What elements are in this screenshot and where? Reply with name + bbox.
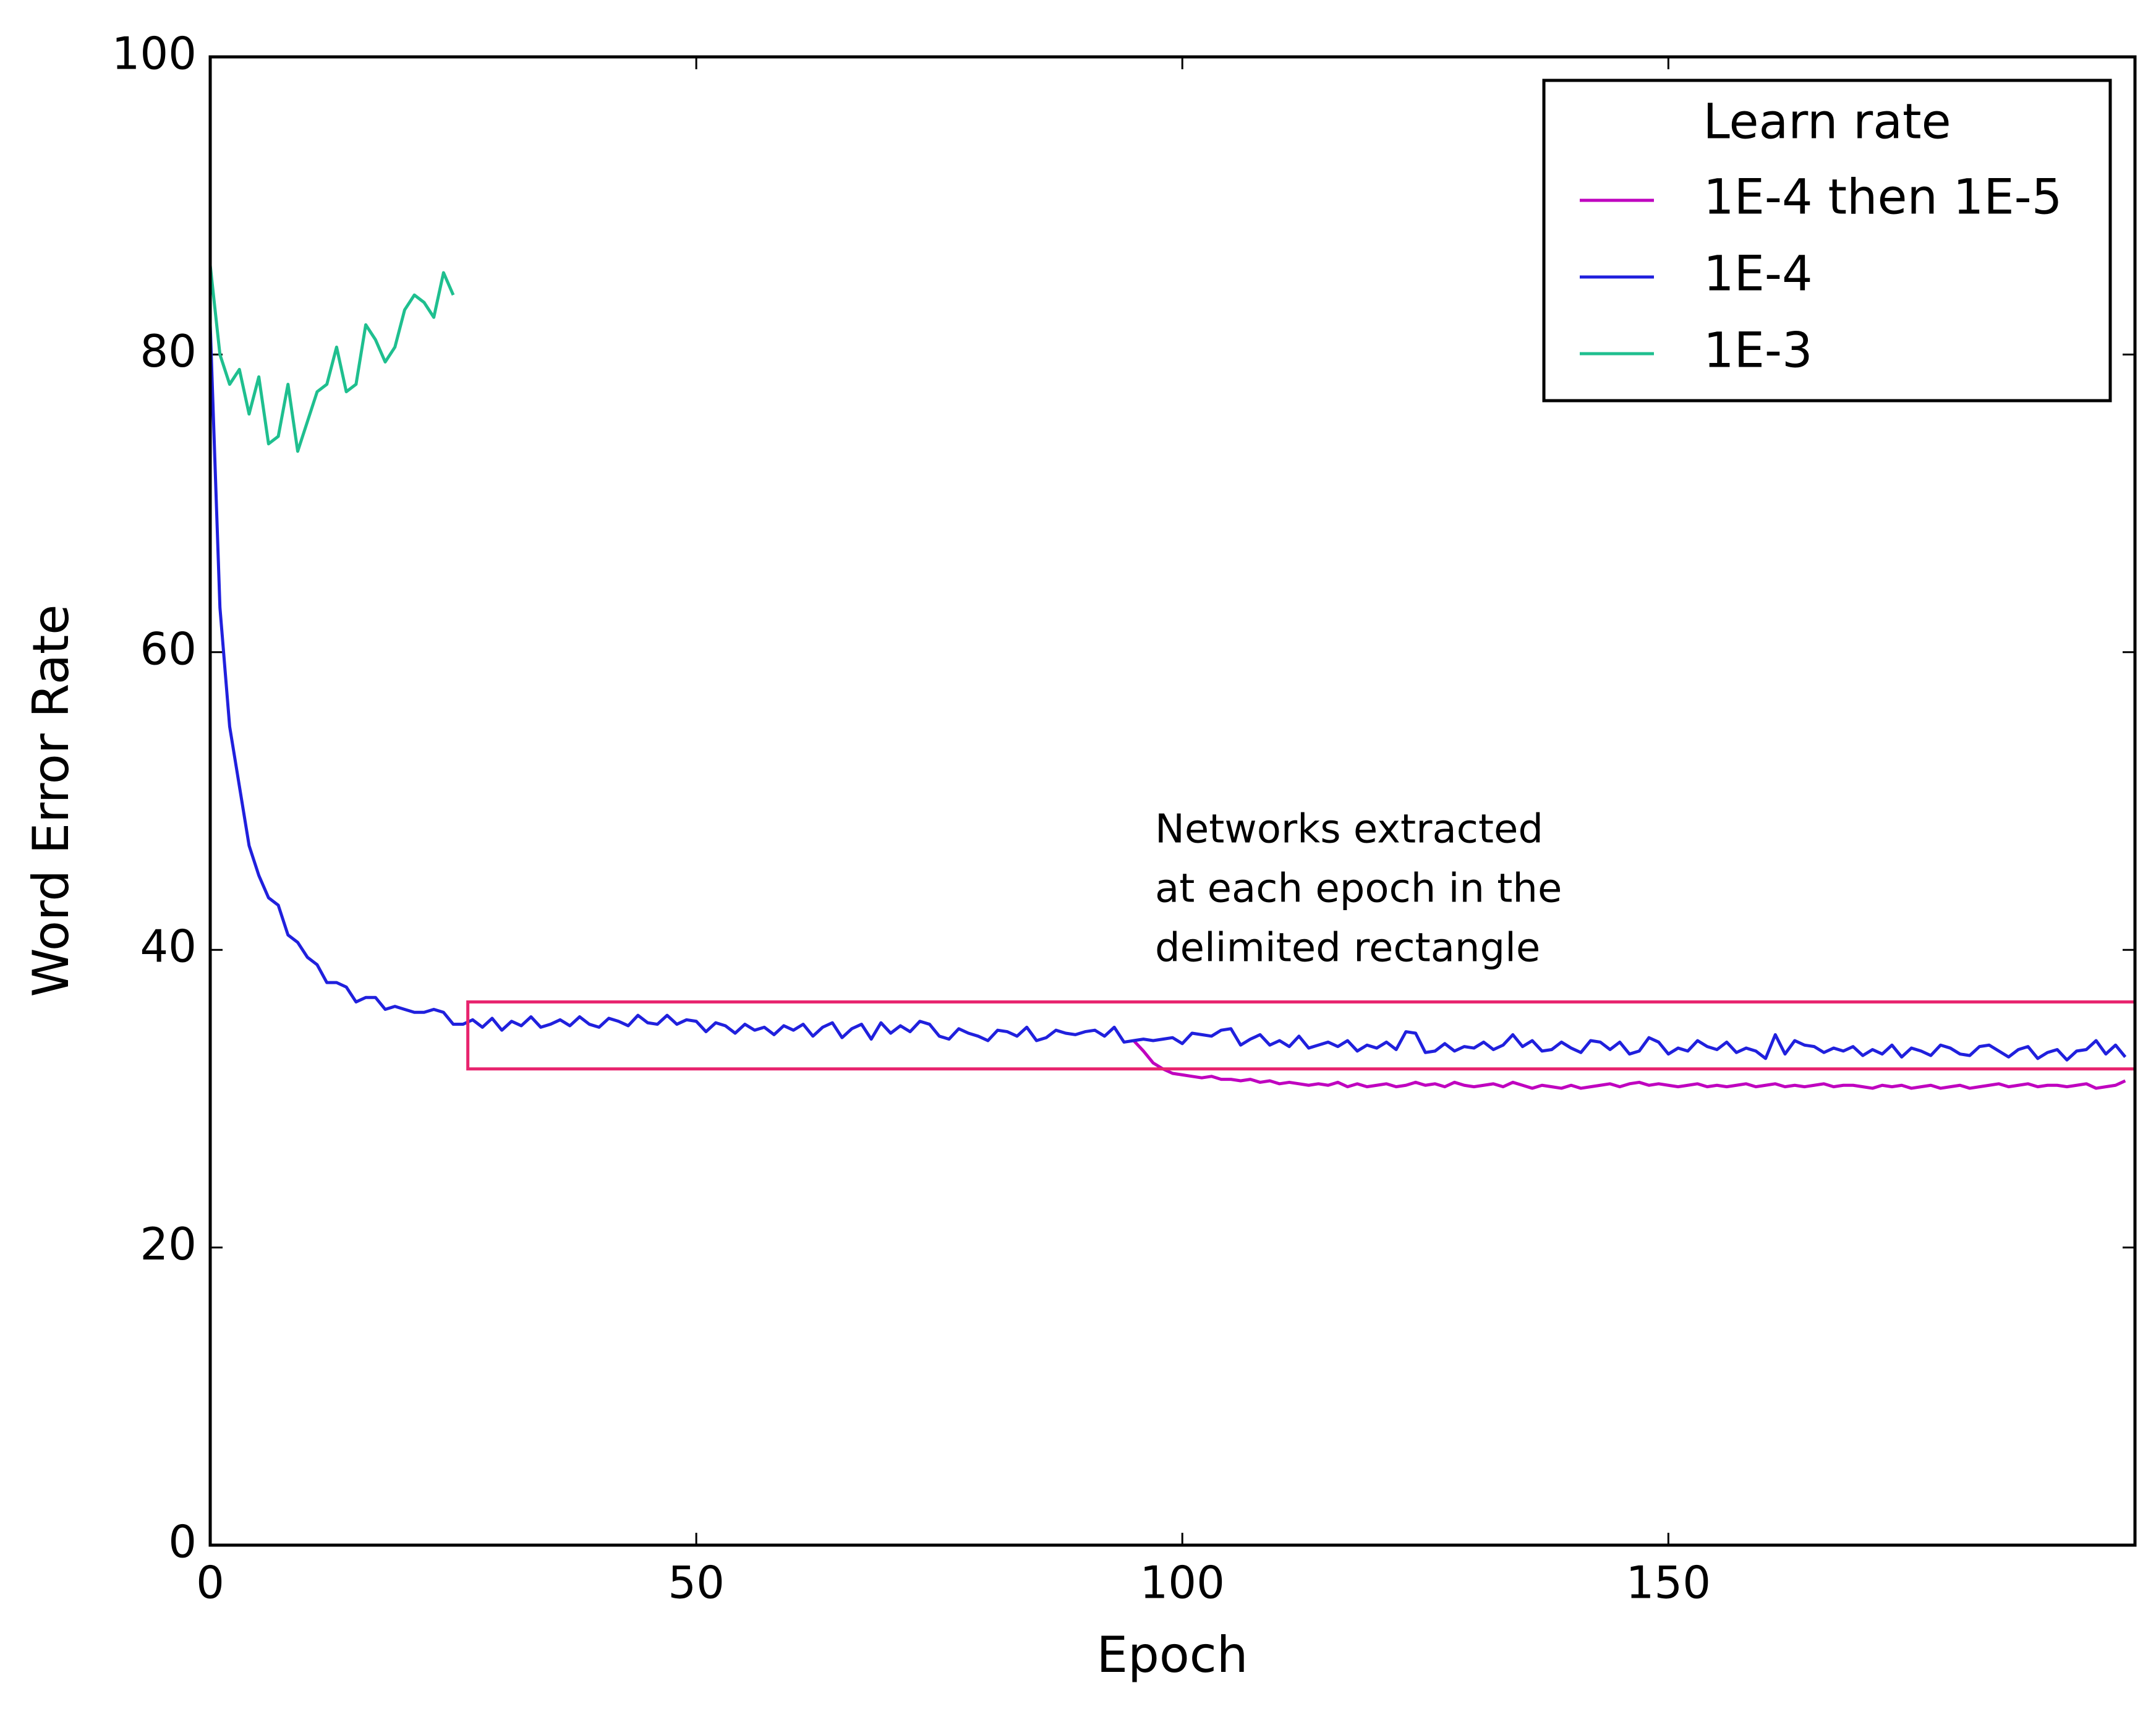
y-axis-label: Word Error Rate bbox=[22, 605, 80, 997]
y-tick-label: 100 bbox=[112, 28, 197, 80]
x-tick-label: 150 bbox=[1626, 1557, 1711, 1609]
plot-frame bbox=[208, 55, 2137, 1547]
y-tick-label: 20 bbox=[140, 1218, 197, 1270]
x-tick-label: 0 bbox=[196, 1557, 224, 1609]
y-tick-label: 80 bbox=[140, 325, 197, 377]
legend-title: Learn rate bbox=[1703, 94, 1951, 150]
y-tick-label: 40 bbox=[140, 921, 197, 973]
legend-label: 1E-3 bbox=[1703, 323, 1813, 378]
data-line bbox=[208, 265, 455, 453]
annotation-text: at each epoch in the bbox=[1155, 866, 1562, 912]
y-tick-label: 0 bbox=[168, 1516, 197, 1568]
legend-box bbox=[1542, 79, 2112, 403]
y-tick-label: 60 bbox=[140, 623, 197, 675]
legend-label: 1E-4 bbox=[1703, 246, 1813, 302]
x-axis-label: Epoch bbox=[1097, 1626, 1248, 1684]
annotation-text: Networks extracted bbox=[1155, 807, 1543, 853]
x-tick-label: 50 bbox=[668, 1557, 725, 1609]
data-line bbox=[208, 325, 2127, 1062]
legend-label: 1E-4 then 1E-5 bbox=[1703, 169, 2062, 225]
annotation-text: delimited rectangle bbox=[1155, 926, 1540, 971]
x-tick-label: 100 bbox=[1140, 1557, 1225, 1609]
data-line bbox=[1132, 1039, 2126, 1090]
